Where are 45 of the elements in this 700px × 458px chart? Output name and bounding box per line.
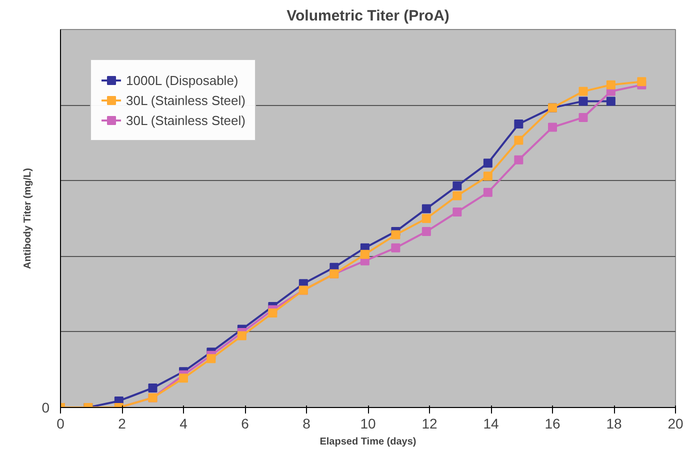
legend-label: 30L (Stainless Steel) <box>126 92 246 108</box>
x-tick-label: 14 <box>483 416 499 432</box>
point <box>391 230 400 240</box>
point <box>514 120 524 128</box>
x-tick-label: 20 <box>668 416 684 432</box>
x-tick-label: 4 <box>180 416 188 432</box>
point <box>422 204 431 214</box>
point <box>578 112 588 122</box>
x-tick-label: 8 <box>302 416 311 432</box>
point <box>422 227 431 236</box>
x-tick-label: 6 <box>241 416 250 432</box>
point <box>483 188 492 197</box>
x-tick-label: 16 <box>544 416 560 432</box>
point <box>452 207 462 216</box>
point <box>578 96 588 106</box>
point <box>360 250 370 259</box>
x-tick-label: 0 <box>56 416 65 432</box>
point <box>452 181 462 190</box>
point <box>514 136 524 145</box>
point <box>578 86 588 96</box>
y-axis-title: Antibody Titer (mg/L) <box>22 168 34 269</box>
point <box>268 308 278 318</box>
legend-label: 30L (Stainless Steel) <box>126 112 246 128</box>
chart-title: Volumetric Titer (ProA) <box>286 8 450 24</box>
x-tick-label: 18 <box>606 416 622 432</box>
point <box>606 80 616 90</box>
point <box>179 374 188 383</box>
point <box>391 243 400 252</box>
text: 0 <box>42 400 50 416</box>
point <box>483 172 492 181</box>
point <box>483 158 492 168</box>
point <box>206 354 216 364</box>
x-tick-label: 2 <box>118 416 126 432</box>
x-axis-title: Elapsed Time (days) <box>320 436 416 448</box>
point <box>548 122 557 132</box>
point <box>606 96 616 106</box>
point <box>237 331 246 340</box>
point <box>148 383 158 392</box>
x-tick-label: 10 <box>360 416 376 432</box>
point <box>422 214 431 223</box>
point <box>452 191 462 200</box>
x-tick-label: 12 <box>422 416 438 432</box>
legend-label: 1000L (Disposable) <box>126 72 238 88</box>
point <box>637 77 646 86</box>
point <box>514 155 524 164</box>
